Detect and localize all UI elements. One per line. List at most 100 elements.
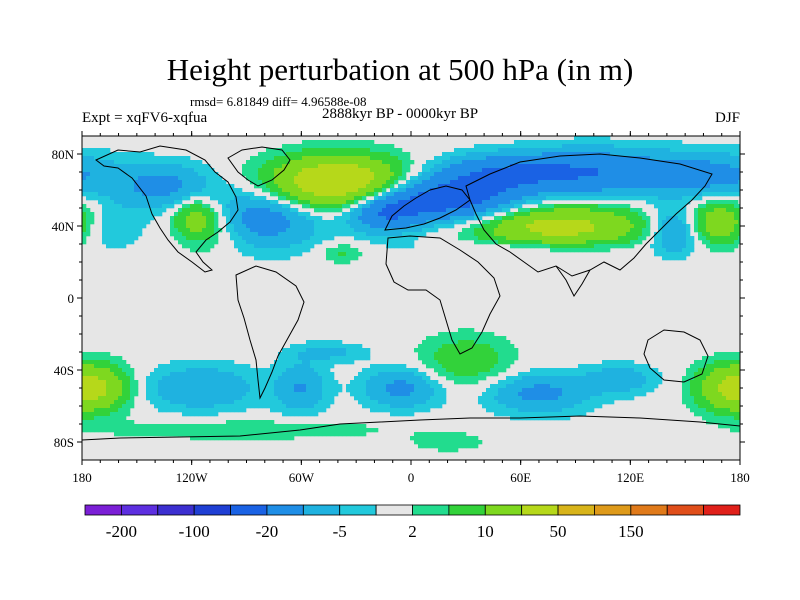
field-cell [86, 232, 91, 237]
field-cell [554, 376, 559, 381]
field-cell [722, 248, 727, 253]
field-cell [558, 208, 563, 213]
field-cell [586, 148, 591, 153]
field-cell [514, 348, 519, 353]
field-cell [402, 224, 407, 229]
field-cell [358, 160, 363, 165]
field-cell [374, 368, 379, 373]
field-cell [510, 180, 515, 185]
field-cell [174, 216, 179, 221]
field-cell [478, 168, 483, 173]
field-cell [518, 228, 523, 233]
field-cell [662, 152, 667, 157]
field-cell [318, 168, 323, 173]
field-cell [614, 140, 619, 145]
field-cell [306, 356, 311, 361]
field-cell [642, 184, 647, 189]
field-cell [214, 188, 219, 193]
field-cell [266, 212, 271, 217]
field-cell [458, 364, 463, 369]
field-cell [698, 364, 703, 369]
field-cell [466, 156, 471, 161]
field-cell [106, 372, 111, 377]
field-cell [174, 376, 179, 381]
field-cell [134, 220, 139, 225]
field-cell [602, 224, 607, 229]
field-cell [314, 240, 319, 245]
field-cell [354, 248, 359, 253]
field-cell [694, 156, 699, 161]
field-cell [550, 160, 555, 165]
field-cell [554, 192, 559, 197]
field-cell [462, 364, 467, 369]
field-cell [406, 384, 411, 389]
field-cell [202, 372, 207, 377]
field-cell [114, 200, 119, 205]
field-cell [150, 172, 155, 177]
field-cell [462, 332, 467, 337]
field-cell [462, 188, 467, 193]
field-cell [326, 360, 331, 365]
field-cell [486, 192, 491, 197]
field-cell [506, 208, 511, 213]
field-cell [250, 380, 255, 385]
field-cell [178, 184, 183, 189]
field-cell [422, 376, 427, 381]
field-cell [674, 244, 679, 249]
field-cell [106, 356, 111, 361]
field-cell [434, 380, 439, 385]
field-cell [362, 356, 367, 361]
field-cell [458, 208, 463, 213]
field-cell [558, 144, 563, 149]
field-cell [590, 240, 595, 245]
field-cell [258, 204, 263, 209]
field-cell [694, 224, 699, 229]
field-cell [194, 160, 199, 165]
field-cell [602, 380, 607, 385]
field-cell [474, 208, 479, 213]
field-cell [350, 192, 355, 197]
field-cell [394, 228, 399, 233]
field-cell [586, 184, 591, 189]
field-cell [674, 196, 679, 201]
field-cell [446, 352, 451, 357]
field-cell [458, 188, 463, 193]
field-cell [362, 188, 367, 193]
field-cell [178, 172, 183, 177]
field-cell [502, 364, 507, 369]
field-cell [618, 244, 623, 249]
field-cell [198, 372, 203, 377]
field-cell [118, 204, 123, 209]
field-cell [378, 212, 383, 217]
field-cell [402, 216, 407, 221]
field-cell [474, 348, 479, 353]
field-cell [730, 212, 735, 217]
field-cell [626, 164, 631, 169]
field-cell [342, 188, 347, 193]
field-cell [142, 168, 147, 173]
field-cell [690, 364, 695, 369]
field-cell [698, 228, 703, 233]
field-cell [326, 180, 331, 185]
field-cell [506, 192, 511, 197]
field-cell [702, 376, 707, 381]
field-cell [374, 216, 379, 221]
field-cell [650, 156, 655, 161]
field-cell [470, 228, 475, 233]
field-cell [306, 248, 311, 253]
field-cell [114, 360, 119, 365]
field-cell [254, 232, 259, 237]
field-cell [290, 156, 295, 161]
field-cell [286, 164, 291, 169]
field-cell [302, 180, 307, 185]
field-cell [314, 224, 319, 229]
field-cell [278, 364, 283, 369]
field-cell [434, 344, 439, 349]
field-cell [698, 196, 703, 201]
field-cell [622, 244, 627, 249]
field-cell [110, 172, 115, 177]
field-cell [90, 176, 95, 181]
field-cell [390, 244, 395, 249]
field-cell [154, 156, 159, 161]
field-cell [562, 196, 567, 201]
